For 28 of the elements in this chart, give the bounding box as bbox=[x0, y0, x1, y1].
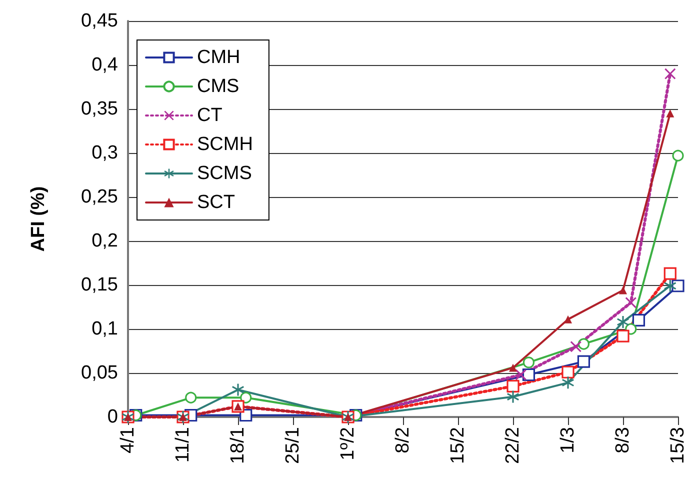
legend-label: CT bbox=[197, 105, 223, 126]
y-axis-title: AFI (%) bbox=[28, 186, 49, 252]
x-tick-label: 8/2 bbox=[392, 427, 414, 454]
x-tick-label: 15/3 bbox=[668, 427, 688, 464]
x-tick-label: 4/1 bbox=[118, 427, 138, 454]
y-tick-label: 0,3 bbox=[92, 142, 118, 164]
legend-label: CMH bbox=[197, 47, 240, 68]
y-tick-label: 0,15 bbox=[81, 274, 118, 296]
x-tick-label: 22/2 bbox=[502, 427, 524, 464]
x-tick-label: 1/3 bbox=[558, 427, 578, 454]
x-tick-label: 25/1 bbox=[282, 427, 304, 464]
y-tick-label: 0,1 bbox=[92, 318, 118, 340]
legend-label: SCT bbox=[197, 192, 236, 213]
x-tick-label: 15/2 bbox=[448, 427, 468, 464]
legend-label: CMS bbox=[197, 76, 240, 97]
y-tick-label: 0,4 bbox=[92, 54, 118, 76]
x-tick-label: 11/1 bbox=[172, 427, 194, 463]
y-tick-label: 0,25 bbox=[81, 186, 118, 208]
y-tick-label: 0,45 bbox=[81, 10, 118, 32]
x-tick-label: 8/3 bbox=[612, 427, 634, 454]
y-tick-label: 0,35 bbox=[81, 98, 118, 120]
x-tick-label: 1º/2 bbox=[338, 427, 358, 460]
y-tick-label: 0 bbox=[107, 406, 118, 428]
y-tick-label: 0,05 bbox=[81, 362, 118, 384]
x-tick-label: 18/1 bbox=[228, 427, 248, 464]
legend-label: SCMS bbox=[197, 163, 252, 184]
legend-label: SCMH bbox=[197, 134, 253, 155]
y-tick-label: 0,2 bbox=[92, 230, 118, 252]
